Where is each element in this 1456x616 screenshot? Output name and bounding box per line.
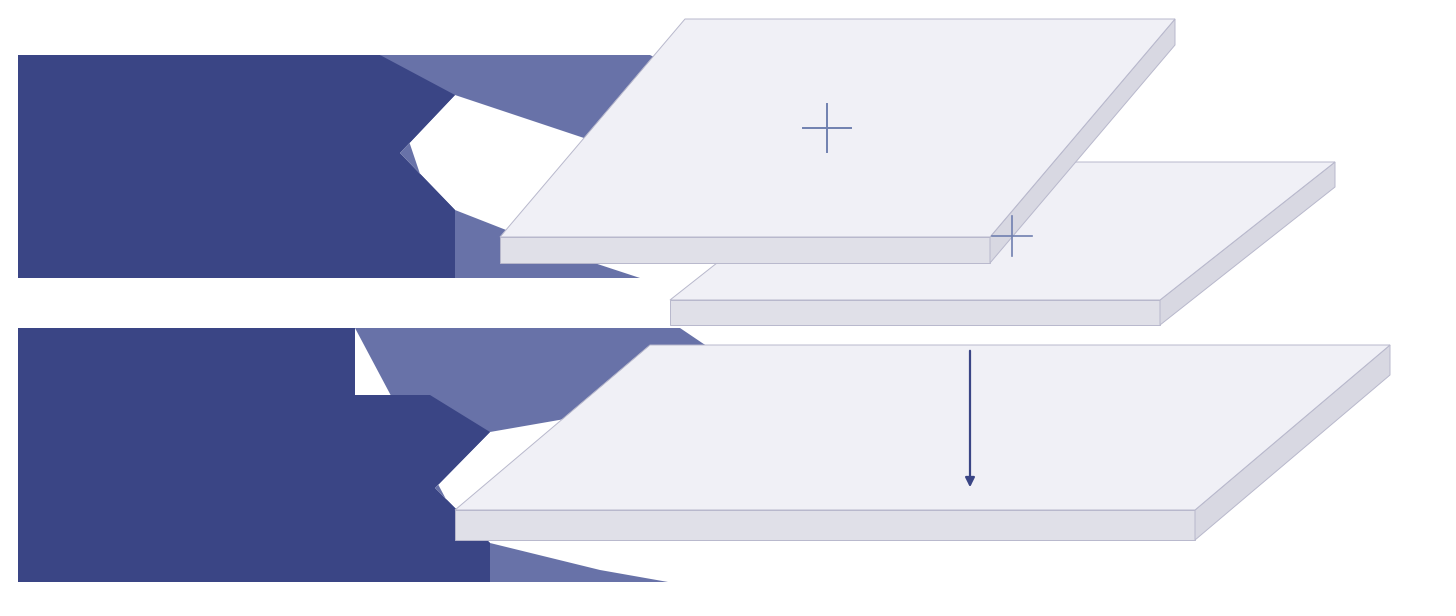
Polygon shape (499, 237, 990, 263)
Polygon shape (670, 162, 1335, 300)
Polygon shape (670, 300, 1160, 325)
Polygon shape (380, 55, 700, 278)
Polygon shape (17, 55, 454, 278)
Polygon shape (990, 19, 1175, 263)
Polygon shape (499, 19, 1175, 237)
Polygon shape (454, 510, 1195, 540)
Polygon shape (454, 345, 1390, 510)
Polygon shape (1195, 345, 1390, 540)
Polygon shape (17, 328, 491, 582)
Polygon shape (355, 328, 721, 582)
Polygon shape (1160, 162, 1335, 325)
